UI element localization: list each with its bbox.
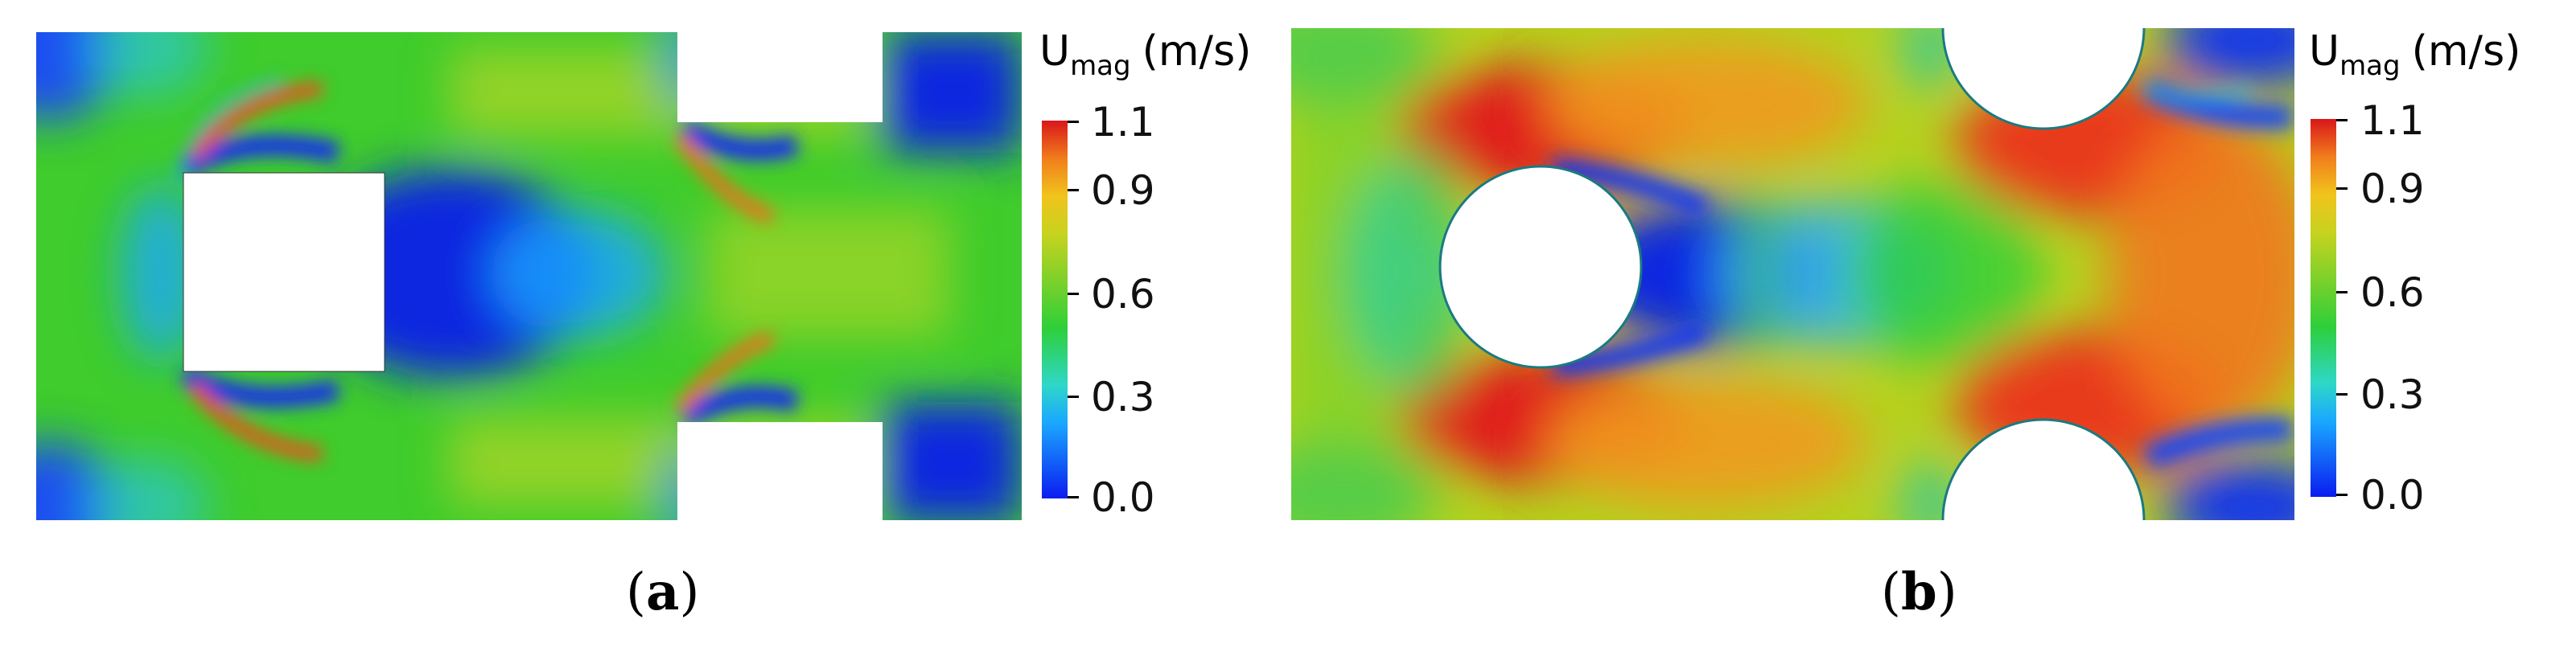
- field-a: [36, 32, 1022, 520]
- tick-label: 1.1: [1091, 99, 1155, 146]
- tick-mark: [1068, 496, 1079, 498]
- colorbar-title-sub: mag: [1070, 50, 1131, 82]
- bottom-semicircle-obstacle: [1941, 418, 2146, 521]
- colorbar-title-main: U: [2309, 27, 2340, 76]
- colorbar-title-main: U: [1039, 27, 1071, 76]
- caption-letter: a: [645, 562, 680, 622]
- tick-mark: [2336, 393, 2348, 396]
- tick-label: 0.0: [2360, 472, 2425, 519]
- colorbar-a: [1042, 121, 1068, 498]
- colorbar-title-unit: (m/s): [1142, 27, 1252, 76]
- panel-a: Umag (m/s) 1.1 0.9 0.6 0.3 0.0 (a): [0, 0, 1287, 648]
- tick-mark: [2336, 291, 2348, 293]
- caption-b: (b): [1881, 562, 1957, 622]
- colorbar-title-b: Umag (m/s): [2309, 31, 2520, 80]
- caption-letter: b: [1900, 562, 1937, 622]
- tick-label: 0.9: [2360, 166, 2425, 212]
- colorbar-title-sub: mag: [2339, 50, 2401, 82]
- tick-label: 1.1: [2360, 97, 2425, 144]
- colorbar-b: [2311, 119, 2336, 497]
- square-obstacle: [183, 172, 385, 372]
- tick-label: 0.6: [1091, 271, 1155, 318]
- tick-mark: [1068, 396, 1079, 398]
- tick-mark: [2336, 187, 2348, 190]
- velocity-field-plot-b: [1291, 27, 2294, 521]
- tick-label: 0.3: [1091, 374, 1155, 420]
- cylinder-obstacle: [1438, 165, 1643, 369]
- tick-label: 0.9: [1091, 167, 1155, 214]
- tick-mark: [2336, 494, 2348, 496]
- tick-label: 0.6: [2360, 269, 2425, 316]
- caption-a: (a): [626, 562, 700, 622]
- tick-mark: [1068, 189, 1079, 191]
- tick-label: 0.3: [2360, 371, 2425, 418]
- field-b: [1291, 28, 2294, 520]
- velocity-field-plot-a: [36, 32, 1022, 520]
- tick-mark: [2336, 119, 2348, 121]
- tick-mark: [1068, 121, 1079, 123]
- top-semicircle-obstacle: [1941, 27, 2146, 130]
- colorbar-title-a: Umag (m/s): [1039, 31, 1251, 80]
- tick-mark: [1068, 293, 1079, 295]
- colorbar-title-unit: (m/s): [2411, 27, 2521, 76]
- tick-label: 0.0: [1091, 474, 1155, 521]
- panel-b: Umag (m/s) 1.1 0.9 0.6 0.3 0.0 (b): [1287, 0, 2576, 648]
